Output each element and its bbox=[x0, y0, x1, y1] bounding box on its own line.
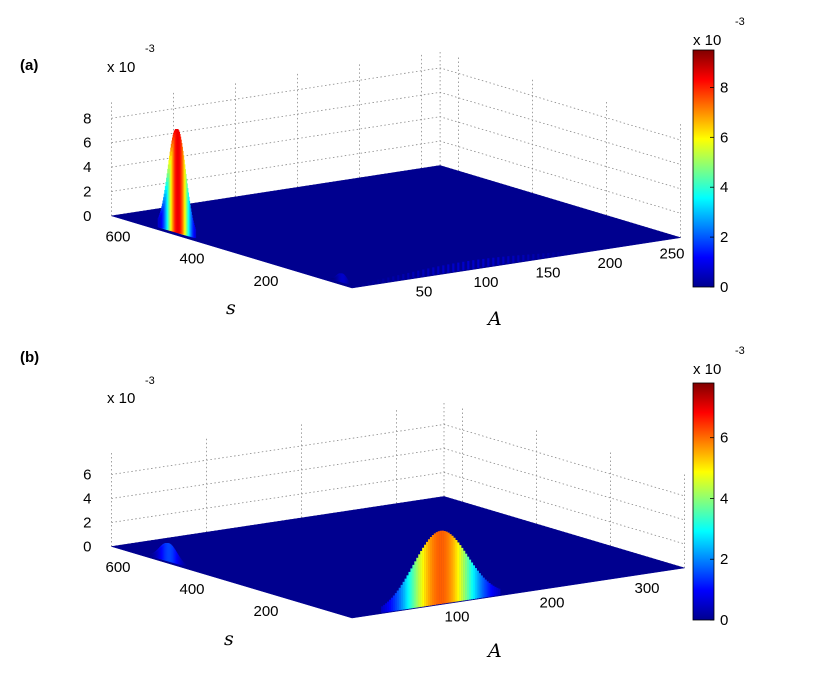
z-tick-label: 6 bbox=[83, 467, 91, 484]
s-tick-label: 200 bbox=[253, 273, 278, 290]
grid-line bbox=[111, 424, 685, 497]
z-tick-label: 2 bbox=[83, 515, 91, 532]
A-tick-label: 200 bbox=[597, 255, 622, 272]
A-tick-label: 250 bbox=[659, 246, 684, 263]
panel-a-ticks: 0 2 4 6 8 600 400 200 50 100 150 200 250 bbox=[83, 110, 684, 300]
panel-a-colorbar: x 10 -3 0 2 4 6 8 bbox=[692, 16, 745, 296]
z-tick-label: 4 bbox=[83, 491, 91, 508]
panel-b-z-exponent-label: x 10 bbox=[107, 390, 135, 407]
grid-line bbox=[111, 116, 681, 190]
grid-line bbox=[111, 67, 681, 141]
panel-label-a: (a) bbox=[20, 57, 38, 74]
s-tick-label: 600 bbox=[105, 559, 130, 576]
grid-line bbox=[111, 140, 681, 214]
surface-floor bbox=[111, 165, 681, 289]
z-tick-label: 0 bbox=[83, 539, 91, 556]
s-tick-label: 600 bbox=[105, 228, 130, 245]
panel-b-z-exponent: -3 bbox=[145, 375, 155, 387]
colorbar-tick-label: 0 bbox=[720, 279, 728, 296]
panel-b: (b) 0 2 4 6 600 400 200 100 200 300 x 10 -3 s A x… bbox=[20, 345, 745, 662]
grid-line bbox=[111, 448, 685, 521]
panel-a-z-exponent: -3 bbox=[145, 43, 155, 55]
z-tick-label: 0 bbox=[83, 208, 91, 225]
colorbar-b-exponent: -3 bbox=[735, 345, 745, 357]
A-tick-label: 150 bbox=[535, 265, 560, 282]
s-tick-label: 400 bbox=[179, 251, 204, 268]
s-tick-label: 200 bbox=[253, 603, 278, 620]
colorbar-b-exponent-label: x 10 bbox=[693, 361, 721, 378]
panel-b-s-axis-label: s bbox=[224, 628, 234, 650]
colorbar-tick-label: 2 bbox=[720, 551, 728, 568]
colorbar-tick-label: 6 bbox=[720, 129, 728, 146]
A-tick-label: 100 bbox=[444, 609, 469, 626]
colorbar-tick-label: 4 bbox=[720, 179, 728, 196]
colorbar-tick-label: 6 bbox=[720, 430, 728, 447]
grid-line bbox=[111, 472, 685, 545]
s-tick-label: 400 bbox=[179, 581, 204, 598]
colorbar-b-gradient bbox=[692, 382, 715, 621]
panel-b-colorbar: x 10 -3 0 2 4 6 bbox=[692, 345, 745, 629]
A-tick-label: 100 bbox=[473, 274, 498, 291]
panel-b-ticks: 0 2 4 6 600 400 200 100 200 300 bbox=[83, 467, 659, 626]
colorbar-a-exponent: -3 bbox=[735, 16, 745, 28]
A-tick-label: 300 bbox=[634, 580, 659, 597]
surface-floor bbox=[111, 496, 685, 619]
colorbar-tick-label: 2 bbox=[720, 229, 728, 246]
panel-a-A-axis-label: A bbox=[486, 308, 502, 330]
panel-label-b: (b) bbox=[20, 349, 39, 366]
A-tick-label: 50 bbox=[416, 284, 433, 301]
z-tick-label: 2 bbox=[83, 183, 91, 200]
panel-a-surface bbox=[111, 128, 681, 289]
panel-a: (a) 0 2 4 6 8 600 400 200 50 100 150 200 250 x 10 -3… bbox=[20, 16, 745, 330]
colorbar-tick-label: 0 bbox=[720, 612, 728, 629]
A-tick-label: 200 bbox=[539, 594, 564, 611]
colorbar-tick-label: 4 bbox=[720, 490, 728, 507]
colorbar-tick-label: 8 bbox=[720, 79, 728, 96]
panel-b-surface bbox=[111, 496, 685, 619]
z-tick-label: 8 bbox=[83, 110, 91, 127]
z-tick-label: 4 bbox=[83, 159, 91, 176]
panel-b-A-axis-label: A bbox=[486, 640, 502, 662]
grid-line bbox=[111, 91, 681, 165]
z-tick-label: 6 bbox=[83, 135, 91, 152]
panel-a-s-axis-label: s bbox=[226, 297, 236, 319]
colorbar-a-gradient bbox=[692, 49, 715, 288]
panel-a-z-exponent-label: x 10 bbox=[107, 59, 135, 76]
colorbar-a-exponent-label: x 10 bbox=[693, 32, 721, 49]
